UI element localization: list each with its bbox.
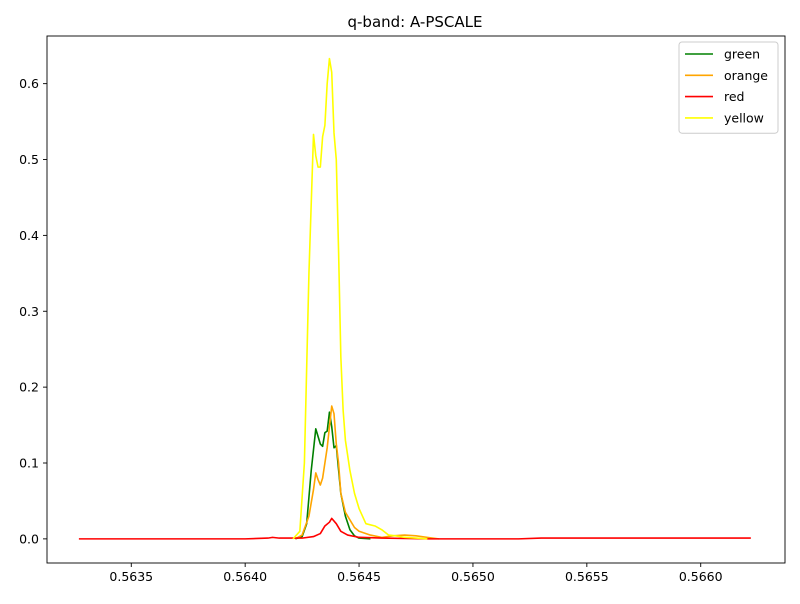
y-tick-label: 0.2 — [19, 380, 39, 395]
series-line-green — [295, 411, 371, 540]
legend-label-yellow: yellow — [724, 110, 764, 125]
x-tick-label: 0.5660 — [679, 569, 723, 584]
legend-label-orange: orange — [724, 68, 768, 83]
plot-area — [78, 57, 751, 540]
y-tick-label: 0.0 — [19, 531, 39, 546]
x-tick-label: 0.5645 — [337, 569, 381, 584]
y-tick-label: 0.6 — [19, 76, 39, 91]
y-tick-label: 0.4 — [19, 228, 39, 243]
legend-label-red: red — [724, 89, 745, 104]
axes-frame — [46, 35, 786, 564]
y-tick-label: 0.5 — [19, 152, 39, 167]
x-tick-label: 0.5650 — [451, 569, 495, 584]
y-tick-label: 0.1 — [19, 456, 39, 471]
legend-label-green: green — [724, 47, 760, 62]
series-line-red — [78, 517, 751, 540]
series-line-yellow — [292, 57, 428, 540]
x-tick-label: 0.5655 — [565, 569, 609, 584]
legend-box — [678, 41, 779, 134]
legend: green orange red yellow — [678, 41, 779, 134]
chart-title: q-band: A-PSCALE — [348, 13, 483, 31]
x-tick-label: 0.5635 — [109, 569, 153, 584]
axes: 0.5635 0.5640 0.5645 0.5650 0.5655 0.5660 0.0 0… — [19, 35, 786, 584]
y-tick-label: 0.3 — [19, 304, 39, 319]
x-tick-label: 0.5640 — [223, 569, 267, 584]
